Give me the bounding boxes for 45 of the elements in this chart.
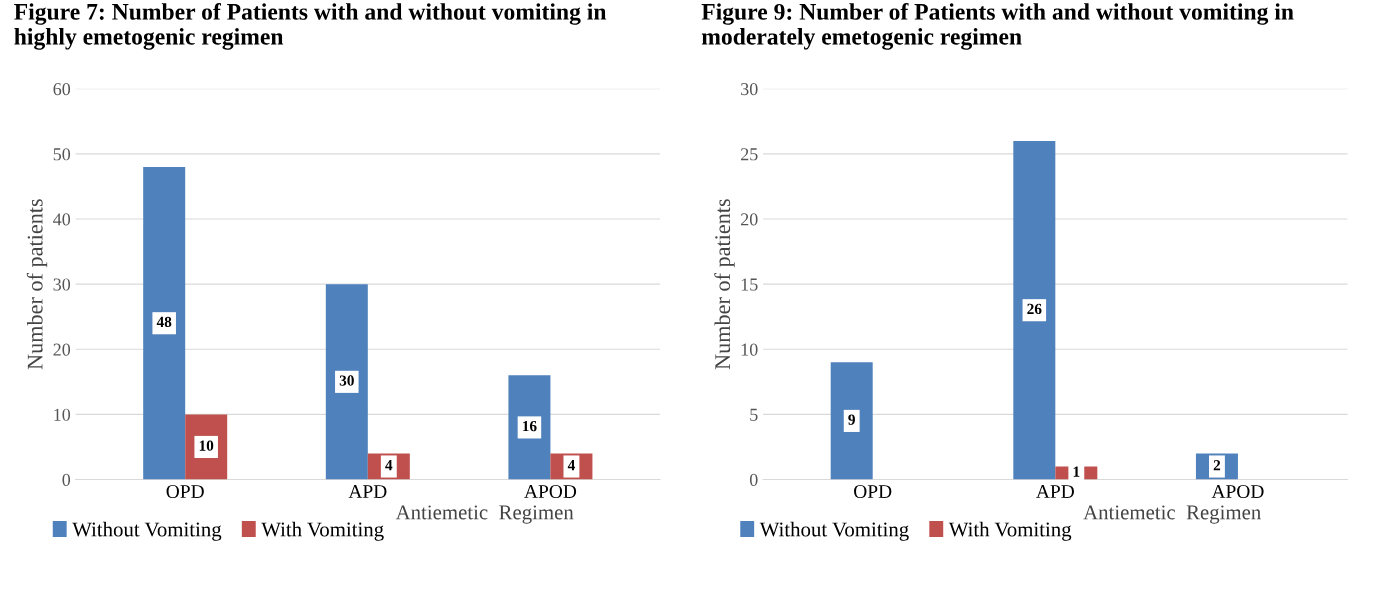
bar xyxy=(830,362,873,480)
y-tick-label: 30 xyxy=(53,278,71,291)
x-tick-label: APD xyxy=(1036,485,1074,498)
y-tick-label: 5 xyxy=(750,408,758,421)
y-tick-label: 50 xyxy=(53,148,71,161)
data-label: 1 xyxy=(1073,466,1080,477)
x-axis-title: Antiemetic Regimen xyxy=(1083,505,1261,524)
y-tick-label: 10 xyxy=(54,408,71,421)
data-label: 10 xyxy=(199,440,214,451)
legend-label: With Vomiting xyxy=(948,521,1072,541)
chart-title: Figure 9: Number of Patients with and without vomiting in moderately emetogenic regimen xyxy=(701,2,1294,50)
y-tick-label: 60 xyxy=(53,83,71,96)
legend-label: Without Vomiting xyxy=(72,521,222,541)
y-tick-label: 40 xyxy=(53,213,71,226)
y-tick-label: 0 xyxy=(62,473,71,486)
x-tick-label: APD xyxy=(348,485,387,498)
data-label: 4 xyxy=(567,460,575,471)
data-label: 48 xyxy=(156,316,172,328)
bar xyxy=(1013,140,1056,480)
y-tick-label: 25 xyxy=(741,148,758,161)
data-label: 30 xyxy=(339,375,354,386)
y-tick-label: 20 xyxy=(53,343,71,356)
data-label: 9 xyxy=(848,414,855,425)
chart-title: Figure 7: Number of Patients with and without vomiting in highly emetogenic regimen xyxy=(14,2,607,50)
y-tick-label: 30 xyxy=(741,83,758,96)
x-tick-label: APOD xyxy=(524,485,577,499)
x-tick-label: OPD xyxy=(166,485,204,499)
legend-label: Without Vomiting xyxy=(759,521,909,541)
y-axis-title: Number of patients xyxy=(714,199,735,370)
x-tick-label: OPD xyxy=(854,485,892,499)
x-axis-title: Antiemetic Regimen xyxy=(395,505,574,524)
legend-label: With Vomiting xyxy=(261,521,384,541)
bar xyxy=(325,284,368,480)
data-label: 2 xyxy=(1213,460,1221,471)
y-tick-label: 10 xyxy=(741,343,758,356)
y-tick-label: 0 xyxy=(749,473,758,486)
data-label: 16 xyxy=(523,420,537,432)
y-tick-label: 15 xyxy=(741,278,758,291)
bar xyxy=(143,166,186,480)
bar xyxy=(508,375,551,480)
data-label: 4 xyxy=(385,460,393,471)
y-axis-title: Number of patients xyxy=(26,199,48,370)
y-tick-label: 20 xyxy=(741,213,758,226)
data-label: 26 xyxy=(1027,303,1042,315)
x-tick-label: APOD xyxy=(1211,485,1264,499)
